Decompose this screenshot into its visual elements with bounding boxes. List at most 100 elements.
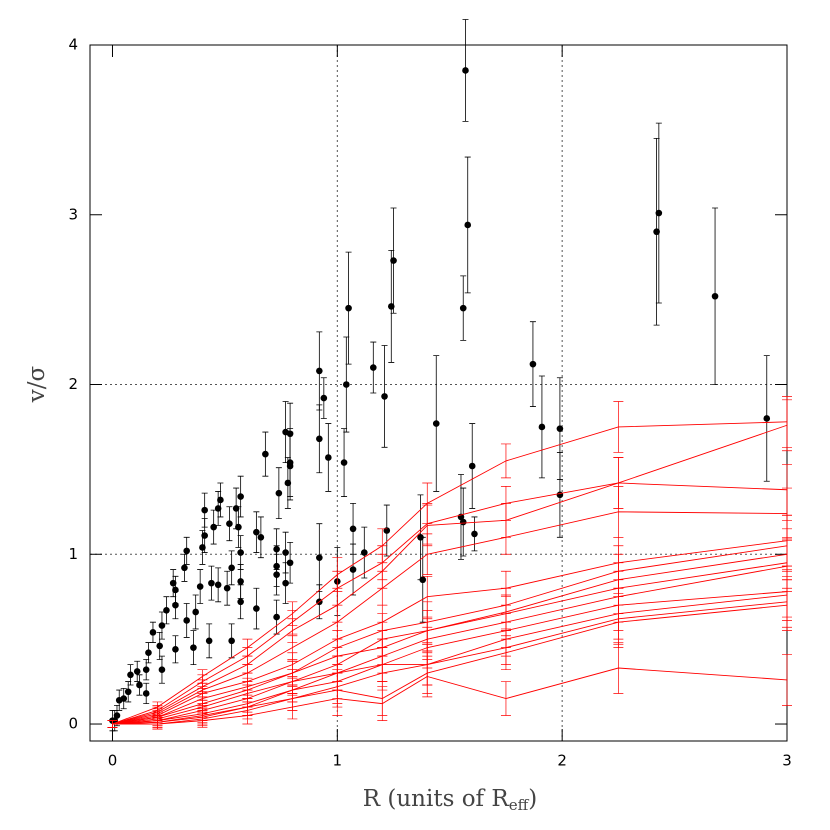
error-bar xyxy=(500,519,511,555)
data-point xyxy=(282,549,289,556)
error-bar xyxy=(422,533,433,575)
data-point xyxy=(419,576,427,584)
data-point xyxy=(529,360,537,368)
data-point xyxy=(158,666,166,674)
data-point xyxy=(237,549,244,556)
data-point xyxy=(163,606,170,614)
data-point xyxy=(124,688,132,696)
data-point xyxy=(237,578,244,585)
data-point xyxy=(468,462,476,470)
data-point xyxy=(127,671,134,679)
y-axis-label: v/σ xyxy=(24,365,50,403)
data-line xyxy=(112,604,788,725)
x-axis-label: R (units of Reff) xyxy=(363,786,537,814)
data-point xyxy=(432,420,440,427)
data-point xyxy=(181,564,188,572)
data-point xyxy=(253,605,260,612)
data-point xyxy=(217,496,224,504)
data-point xyxy=(214,581,222,589)
data-point xyxy=(284,479,292,487)
data-point xyxy=(711,292,719,300)
data-point xyxy=(462,67,469,74)
data-point xyxy=(361,549,368,556)
y-tick-label: 0 xyxy=(68,715,78,733)
data-point xyxy=(464,221,472,229)
data-point xyxy=(237,493,244,500)
plot-frame xyxy=(89,44,788,742)
data-point xyxy=(232,505,240,512)
error-bar xyxy=(782,579,792,632)
x-tick-label: 1 xyxy=(333,752,343,770)
data-point xyxy=(183,547,190,555)
data-point xyxy=(149,629,157,636)
error-bar xyxy=(332,681,343,716)
data-point xyxy=(316,554,323,561)
data-point xyxy=(205,637,213,645)
error-bar xyxy=(242,706,253,725)
data-point xyxy=(228,637,235,645)
data-point xyxy=(275,489,283,497)
data-point xyxy=(199,544,206,551)
error-bar xyxy=(107,720,118,728)
data-point xyxy=(763,415,771,422)
data-point xyxy=(169,579,177,587)
data-point xyxy=(226,520,233,528)
x-label-text: R (units of R xyxy=(363,786,510,812)
data-point xyxy=(228,564,235,572)
data-line xyxy=(112,421,788,725)
data-line xyxy=(112,591,788,725)
data-point xyxy=(655,209,663,217)
error-bar xyxy=(500,681,511,716)
x-tick-label: 3 xyxy=(782,752,792,770)
data-point xyxy=(257,533,265,541)
error-bar xyxy=(287,694,298,720)
x-label-subscript: eff xyxy=(509,796,530,814)
data-point xyxy=(142,690,150,697)
data-point xyxy=(282,579,289,587)
data-point xyxy=(208,579,215,587)
data-point xyxy=(282,428,289,436)
data-point xyxy=(142,666,150,674)
data-point xyxy=(183,617,190,624)
data-point xyxy=(223,584,231,592)
error-bar xyxy=(782,399,792,452)
data-point xyxy=(471,530,478,538)
data-point xyxy=(136,681,143,689)
data-point xyxy=(653,228,660,236)
data-point xyxy=(192,608,199,616)
data-point xyxy=(369,364,377,371)
data-point xyxy=(156,642,163,650)
error-bar xyxy=(613,401,624,453)
data-point xyxy=(201,532,208,539)
data-line xyxy=(112,553,788,725)
data-point xyxy=(214,505,222,512)
data-point xyxy=(190,644,197,651)
error-bar xyxy=(197,713,208,728)
error-bar xyxy=(377,686,388,721)
data-point xyxy=(316,367,323,375)
data-point xyxy=(340,459,348,466)
error-bar xyxy=(782,654,792,706)
data-point xyxy=(196,583,204,590)
data-point xyxy=(349,566,357,573)
x-label-suffix: ) xyxy=(528,786,537,812)
data-point xyxy=(538,423,546,431)
data-line xyxy=(112,540,788,725)
data-line xyxy=(112,424,788,725)
x-tick-label: 2 xyxy=(557,752,567,770)
error-bar xyxy=(422,655,433,698)
error-bar xyxy=(500,443,511,479)
data-point xyxy=(172,646,179,653)
data-point xyxy=(387,303,395,310)
data-point xyxy=(556,425,564,432)
data-line xyxy=(112,601,788,725)
data-point xyxy=(286,462,294,470)
error-bar xyxy=(613,642,624,694)
data-point xyxy=(383,527,391,534)
data-point xyxy=(273,571,280,578)
data-point xyxy=(349,525,357,533)
y-tick-label: 2 xyxy=(68,375,78,393)
data-point xyxy=(381,393,388,400)
data-point xyxy=(459,518,467,526)
